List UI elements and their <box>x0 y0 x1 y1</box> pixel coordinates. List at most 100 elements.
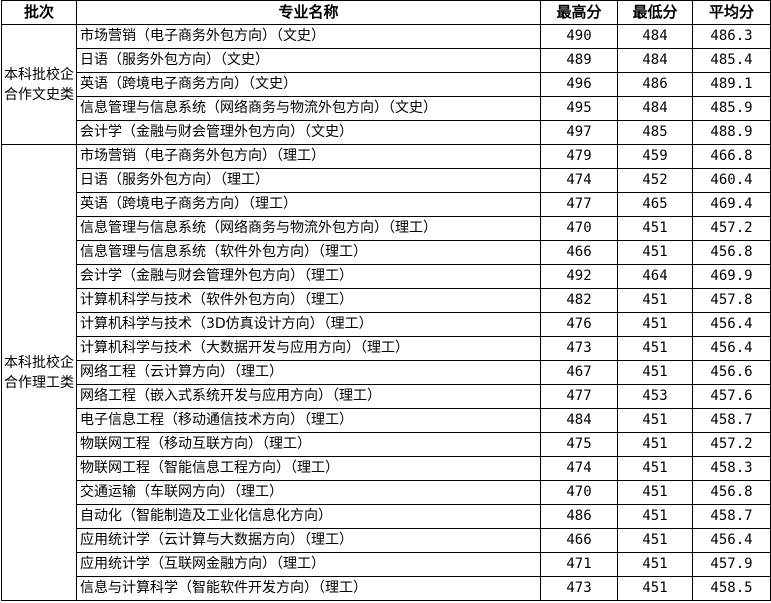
table-row: 会计学（金融与财会管理外包方向）（文史） 497 485 488.9 <box>2 120 771 145</box>
max-score-cell: 466 <box>540 528 618 553</box>
major-cell: 网络工程（嵌入式系统开发与应用方向）（理工） <box>76 384 541 409</box>
max-score-cell: 474 <box>540 168 618 193</box>
header-batch: 批次 <box>1 0 77 25</box>
major-cell: 物联网工程（移动互联方向）（理工） <box>76 432 541 457</box>
table-row: 网络工程（嵌入式系统开发与应用方向）（理工） 477 453 457.6 <box>2 384 771 409</box>
min-score-cell: 451 <box>617 432 693 457</box>
max-score-cell: 474 <box>540 456 618 481</box>
min-score-cell: 451 <box>617 240 693 265</box>
avg-score-cell: 456.4 <box>692 336 771 361</box>
avg-score-cell: 457.8 <box>692 288 771 313</box>
min-score-cell: 451 <box>617 360 693 385</box>
major-cell: 应用统计学（互联网金融方向）（理工） <box>76 552 541 577</box>
major-cell: 会计学（金融与财会管理外包方向）（理工） <box>76 264 541 289</box>
max-score-cell: 492 <box>540 264 618 289</box>
table-row: 信息与计算科学（智能软件开发方向）（理工） 473 451 458.5 <box>2 576 771 601</box>
major-cell: 自动化（智能制造及工业化信息化方向） <box>76 504 541 529</box>
avg-score-cell: 456.4 <box>692 528 771 553</box>
min-score-cell: 451 <box>617 552 693 577</box>
header-min: 最低分 <box>617 0 693 25</box>
table-row: 网络工程（云计算方向）（理工） 467 451 456.6 <box>2 360 771 385</box>
table-row: 计算机科学与技术（3D仿真设计方向）（理工） 476 451 456.4 <box>2 312 771 337</box>
avg-score-cell: 488.9 <box>692 120 771 145</box>
max-score-cell: 471 <box>540 552 618 577</box>
max-score-cell: 479 <box>540 144 618 169</box>
table-row: 信息管理与信息系统（网络商务与物流外包方向）（文史） 495 484 485.9 <box>2 96 771 121</box>
avg-score-cell: 458.3 <box>692 456 771 481</box>
major-cell: 日语（服务外包方向）（理工） <box>76 168 541 193</box>
major-cell: 英语（跨境电子商务方向）（文史） <box>76 72 541 97</box>
major-cell: 信息管理与信息系统（软件外包方向）（理工） <box>76 240 541 265</box>
avg-score-cell: 485.4 <box>692 48 771 73</box>
major-cell: 计算机科学与技术（软件外包方向）（理工） <box>76 288 541 313</box>
max-score-cell: 477 <box>540 384 618 409</box>
table-row: 应用统计学（云计算与大数据方向）（理工） 466 451 456.4 <box>2 528 771 553</box>
table-row: 日语（服务外包方向）（理工） 474 452 460.4 <box>2 168 771 193</box>
min-score-cell: 451 <box>617 456 693 481</box>
min-score-cell: 484 <box>617 24 693 49</box>
min-score-cell: 451 <box>617 312 693 337</box>
header-row: 批次 专业名称 最高分 最低分 平均分 <box>1 0 771 25</box>
min-score-cell: 459 <box>617 144 693 169</box>
table-row: 信息管理与信息系统（网络商务与物流外包方向）（理工） 470 451 457.2 <box>2 216 771 241</box>
table-row: 计算机科学与技术（大数据开发与应用方向）（理工） 473 451 456.4 <box>2 336 771 361</box>
avg-score-cell: 456.8 <box>692 240 771 265</box>
max-score-cell: 467 <box>540 360 618 385</box>
max-score-cell: 497 <box>540 120 618 145</box>
major-cell: 计算机科学与技术（大数据开发与应用方向）（理工） <box>76 336 541 361</box>
min-score-cell: 451 <box>617 336 693 361</box>
max-score-cell: 466 <box>540 240 618 265</box>
header-max: 最高分 <box>540 0 618 25</box>
min-score-cell: 486 <box>617 72 693 97</box>
avg-score-cell: 457.2 <box>692 216 771 241</box>
major-cell: 英语（跨境电子商务方向）（理工） <box>76 192 541 217</box>
min-score-cell: 484 <box>617 48 693 73</box>
min-score-cell: 451 <box>617 504 693 529</box>
avg-score-cell: 485.9 <box>692 96 771 121</box>
min-score-cell: 451 <box>617 216 693 241</box>
avg-score-cell: 469.9 <box>692 264 771 289</box>
table-row: 物联网工程（移动互联方向）（理工） 475 451 457.2 <box>2 432 771 457</box>
major-cell: 信息管理与信息系统（网络商务与物流外包方向）（文史） <box>76 96 541 121</box>
avg-score-cell: 457.9 <box>692 552 771 577</box>
major-cell: 市场营销（电子商务外包方向）（理工） <box>76 144 541 169</box>
avg-score-cell: 456.4 <box>692 312 771 337</box>
avg-score-cell: 456.8 <box>692 480 771 505</box>
avg-score-cell: 458.7 <box>692 408 771 433</box>
table-row: 日语（服务外包方向）（文史） 489 484 485.4 <box>2 48 771 73</box>
batch-cell: 本科批校企合作文史类 <box>1 24 77 145</box>
table-row: 信息管理与信息系统（软件外包方向）（理工） 466 451 456.8 <box>2 240 771 265</box>
max-score-cell: 486 <box>540 504 618 529</box>
major-cell: 计算机科学与技术（3D仿真设计方向）（理工） <box>76 312 541 337</box>
avg-score-cell: 469.4 <box>692 192 771 217</box>
max-score-cell: 477 <box>540 192 618 217</box>
max-score-cell: 473 <box>540 336 618 361</box>
table-row: 会计学（金融与财会管理外包方向）（理工） 492 464 469.9 <box>2 264 771 289</box>
min-score-cell: 485 <box>617 120 693 145</box>
header-avg: 平均分 <box>692 0 771 25</box>
major-cell: 信息与计算科学（智能软件开发方向）（理工） <box>76 576 541 601</box>
table-row: 本科批校企合作文史类 市场营销（电子商务外包方向）（文史） 490 484 486.3 <box>1 24 771 145</box>
major-cell: 物联网工程（智能信息工程方向）（理工） <box>76 456 541 481</box>
min-score-cell: 451 <box>617 408 693 433</box>
max-score-cell: 473 <box>540 576 618 601</box>
min-score-cell: 451 <box>617 480 693 505</box>
max-score-cell: 484 <box>540 408 618 433</box>
max-score-cell: 482 <box>540 288 618 313</box>
major-cell: 日语（服务外包方向）（文史） <box>76 48 541 73</box>
max-score-cell: 490 <box>540 24 618 49</box>
table-row: 交通运输（车联网方向）（理工） 470 451 456.8 <box>2 480 771 505</box>
max-score-cell: 470 <box>540 216 618 241</box>
table-row: 英语（跨境电子商务方向）（文史） 496 486 489.1 <box>2 72 771 97</box>
table-row: 自动化（智能制造及工业化信息化方向） 486 451 458.7 <box>2 504 771 529</box>
avg-score-cell: 486.3 <box>692 24 771 49</box>
major-cell: 应用统计学（云计算与大数据方向）（理工） <box>76 528 541 553</box>
major-cell: 网络工程（云计算方向）（理工） <box>76 360 541 385</box>
major-cell: 交通运输（车联网方向）（理工） <box>76 480 541 505</box>
min-score-cell: 484 <box>617 96 693 121</box>
table-row: 英语（跨境电子商务方向）（理工） 477 465 469.4 <box>2 192 771 217</box>
avg-score-cell: 460.4 <box>692 168 771 193</box>
avg-score-cell: 457.6 <box>692 384 771 409</box>
avg-score-cell: 457.2 <box>692 432 771 457</box>
